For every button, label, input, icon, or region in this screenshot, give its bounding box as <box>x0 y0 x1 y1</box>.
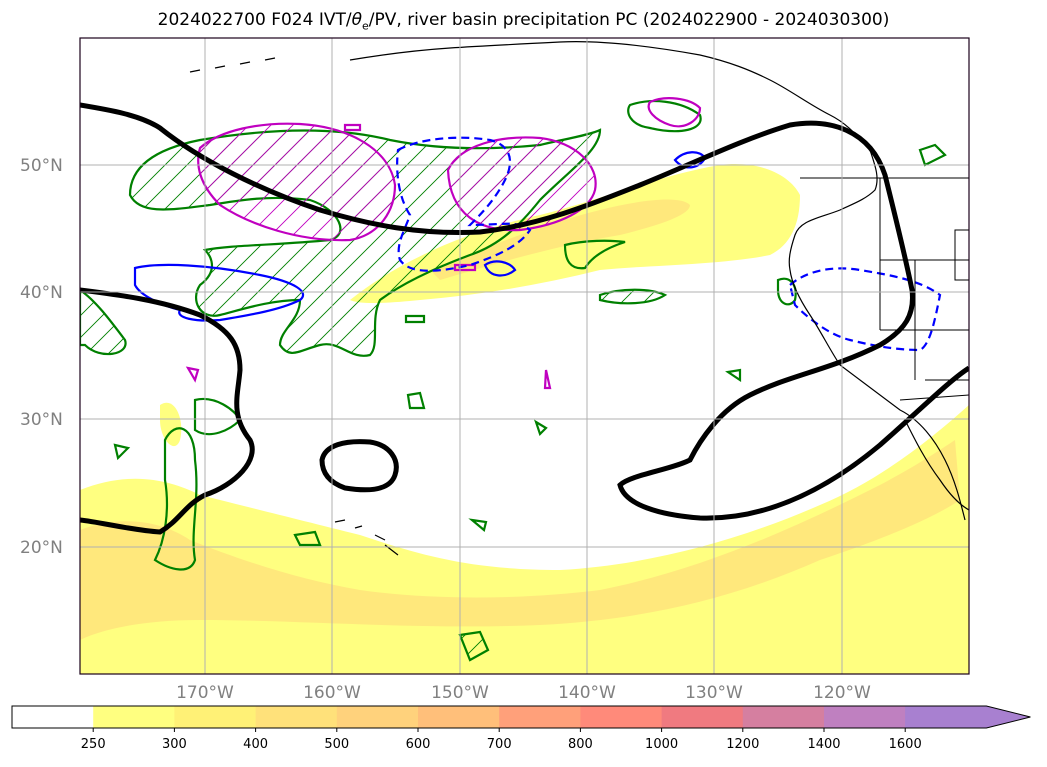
lat-label-20: 20°N <box>20 538 63 558</box>
colorbar-tick-label: 1200 <box>726 737 759 752</box>
lat-labels: 50°N 40°N 30°N 20°N <box>20 156 63 558</box>
graticule <box>80 38 969 674</box>
colorbar-segment <box>12 706 94 728</box>
map-frame <box>79 37 970 675</box>
lon-label-160: 160°W <box>303 683 361 703</box>
colorbar-segment <box>174 706 257 728</box>
colorbar-segment <box>580 706 663 728</box>
baja-coast <box>904 419 969 511</box>
colorbar-outline <box>11 705 1031 729</box>
colorbar-segment <box>418 706 500 728</box>
ivt-band-west <box>160 402 182 447</box>
colorbar-segment <box>336 706 419 728</box>
ivt-band-south-core <box>80 440 960 640</box>
green-region-ne <box>918 143 947 167</box>
colorbar-tick-label: 300 <box>162 737 187 752</box>
green-region-nw <box>627 100 702 133</box>
green-region-mid <box>563 239 626 270</box>
colorbar-tick-label: 1400 <box>807 737 840 752</box>
green-region-sw2 <box>193 397 242 436</box>
blue-dashed-contours <box>396 136 942 352</box>
lat-label-40: 40°N <box>20 283 63 303</box>
ivt-shading <box>80 164 969 674</box>
lat-label-50: 50°N <box>20 156 63 176</box>
coastlines <box>189 41 969 556</box>
green-region-s3 <box>468 518 488 532</box>
lon-labels: 170°W 160°W 150°W 140°W 130°W 120°W <box>176 683 871 703</box>
colorbar-tick-label: 700 <box>487 737 512 752</box>
borders <box>800 177 969 401</box>
colorbar-segment <box>499 706 581 728</box>
colorbar-tick-label: 500 <box>324 737 349 752</box>
green-region-s6 <box>725 368 742 383</box>
black-contour-eddy <box>319 439 399 493</box>
ivt-band-ar-core <box>430 199 690 280</box>
map-title: 2024022700 F024 IVT/θe/PV, river basin p… <box>157 10 890 33</box>
colorbar-tick-label: 250 <box>81 737 106 752</box>
colorbar-segment <box>742 706 825 728</box>
green-region-s8 <box>404 314 426 324</box>
magenta-region-north <box>647 97 702 128</box>
colorbar-segment <box>824 706 906 728</box>
lon-label-120: 120°W <box>813 683 871 703</box>
colorbar: 250 300 400 500 600 700 800 1000 1200 1400 1600 <box>11 705 1031 752</box>
hawaii-islands <box>334 519 399 556</box>
black-contour-north <box>80 102 969 521</box>
blue-dashed-north <box>396 136 532 272</box>
ridge-contours <box>80 102 969 535</box>
colorbar-segment <box>93 706 175 728</box>
magenta-contours <box>185 97 702 390</box>
green-region-s4 <box>406 391 426 410</box>
magenta-small-4 <box>543 369 552 390</box>
lat-label-30: 30°N <box>20 410 63 430</box>
mexico-border <box>899 394 969 401</box>
magenta-region-east <box>446 136 597 232</box>
green-region-east <box>598 288 668 305</box>
lon-label-130: 130°W <box>685 683 743 703</box>
colorbar-tick-label: 800 <box>568 737 593 752</box>
colorbar-tick-label: 400 <box>243 737 268 752</box>
colorbar-extend-arrow <box>905 706 1031 728</box>
green-region-s7 <box>113 443 131 461</box>
magenta-small-2 <box>453 263 477 272</box>
colorbar-tick-label: 600 <box>406 737 431 752</box>
alaska-coast <box>349 41 871 151</box>
colorbar-segment <box>255 706 338 728</box>
west-coast <box>788 149 966 521</box>
green-region-west <box>80 288 127 356</box>
magenta-region-west <box>197 122 397 242</box>
aleutian-islands <box>189 57 276 73</box>
state-borders <box>879 178 969 381</box>
magenta-small-1 <box>343 123 362 132</box>
green-region-s1 <box>458 630 490 662</box>
green-region-s2 <box>293 530 322 547</box>
colorbar-tick-label: 1600 <box>889 737 922 752</box>
lon-label-140: 140°W <box>558 683 616 703</box>
colorbar-segment <box>661 706 744 728</box>
green-region-s5 <box>534 419 548 437</box>
magenta-small-3 <box>185 366 200 383</box>
lon-label-170: 170°W <box>176 683 234 703</box>
lon-label-150: 150°W <box>431 683 489 703</box>
black-contour-west <box>80 287 255 535</box>
blue-dashed-east <box>788 267 942 352</box>
blue-region-mid <box>483 260 517 277</box>
colorbar-tick-label: 1000 <box>645 737 678 752</box>
green-region-coast <box>776 277 797 306</box>
